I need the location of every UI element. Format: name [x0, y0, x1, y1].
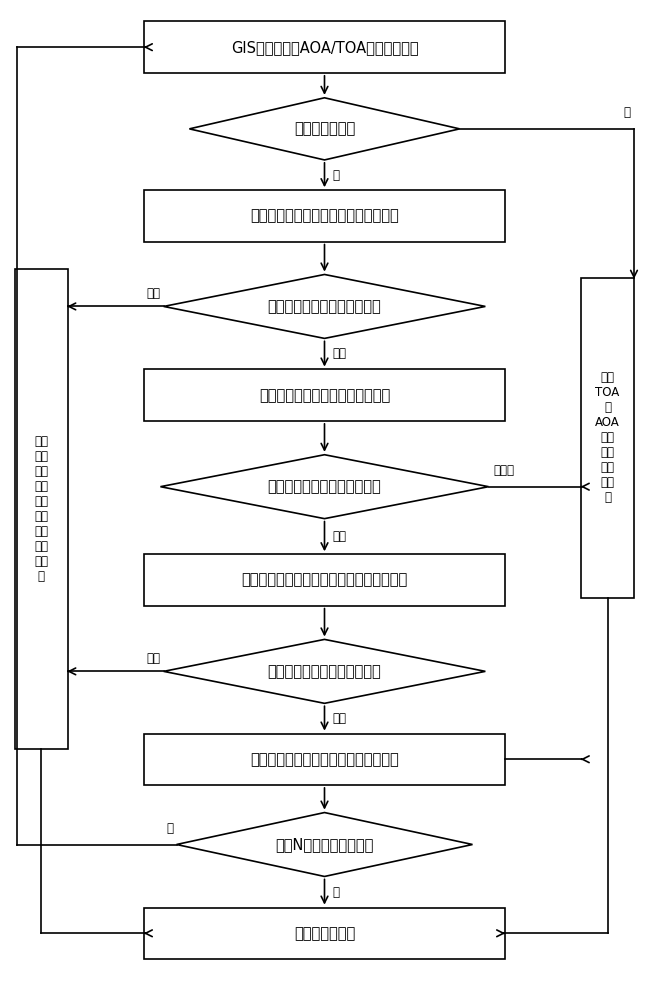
Text: 根据反射点和镜像点计算反射路径: 根据反射点和镜像点计算反射路径: [259, 388, 390, 403]
Polygon shape: [160, 455, 489, 519]
Polygon shape: [190, 98, 459, 160]
Bar: [582, 278, 634, 598]
Text: GIS位置信息和AOA/TOA测量参数信息: GIS位置信息和AOA/TOA测量参数信息: [230, 40, 419, 55]
Text: 计算跟踪射线和镜像面的交点及二级镜像点: 计算跟踪射线和镜像面的交点及二级镜像点: [241, 572, 408, 587]
Text: 根据反射点和镜像点计算二次反射路径: 根据反射点和镜像点计算二次反射路径: [250, 752, 399, 767]
Bar: [144, 190, 505, 242]
Text: 判决是否直射径: 判决是否直射径: [294, 121, 355, 136]
Text: 不发生: 不发生: [494, 464, 515, 477]
Text: 判决跟踪射线是反射还是绕射: 判决跟踪射线是反射还是绕射: [267, 299, 382, 314]
Text: 绕射: 绕射: [147, 287, 160, 300]
Polygon shape: [164, 274, 485, 338]
Text: 判决是否发生二次反射或绕射: 判决是否发生二次反射或绕射: [267, 479, 382, 494]
Text: 否: 否: [332, 169, 339, 182]
Bar: [144, 734, 505, 785]
Bar: [144, 908, 505, 959]
Text: 发生: 发生: [332, 530, 346, 543]
Bar: [15, 269, 67, 749]
Text: 反射: 反射: [332, 347, 346, 360]
Text: 根据
绕射
点和
剩余
时延
构造
目标
位置
可行
域: 根据 绕射 点和 剩余 时延 构造 目标 位置 可行 域: [34, 435, 49, 583]
Polygon shape: [164, 639, 485, 703]
Text: 计算跟踪射线和镜像面的交点及镜像点: 计算跟踪射线和镜像面的交点及镜像点: [250, 208, 399, 223]
Text: 构造位置可行域: 构造位置可行域: [294, 926, 355, 941]
Text: 是: 是: [624, 106, 631, 119]
Text: 判决跟踪射线是反射还是绕射: 判决跟踪射线是反射还是绕射: [267, 664, 382, 679]
Bar: [144, 554, 505, 606]
Text: 否: 否: [166, 822, 173, 835]
Text: 是: 是: [332, 886, 339, 899]
Text: 绕射: 绕射: [147, 652, 160, 665]
Bar: [144, 369, 505, 421]
Text: 根据
TOA
和
AOA
构造
目标
位置
可行
域: 根据 TOA 和 AOA 构造 目标 位置 可行 域: [595, 371, 620, 504]
Text: 所有N条到达径跟踪完毕: 所有N条到达径跟踪完毕: [275, 837, 374, 852]
Polygon shape: [177, 813, 472, 876]
Bar: [144, 21, 505, 73]
Text: 反射: 反射: [332, 712, 346, 725]
